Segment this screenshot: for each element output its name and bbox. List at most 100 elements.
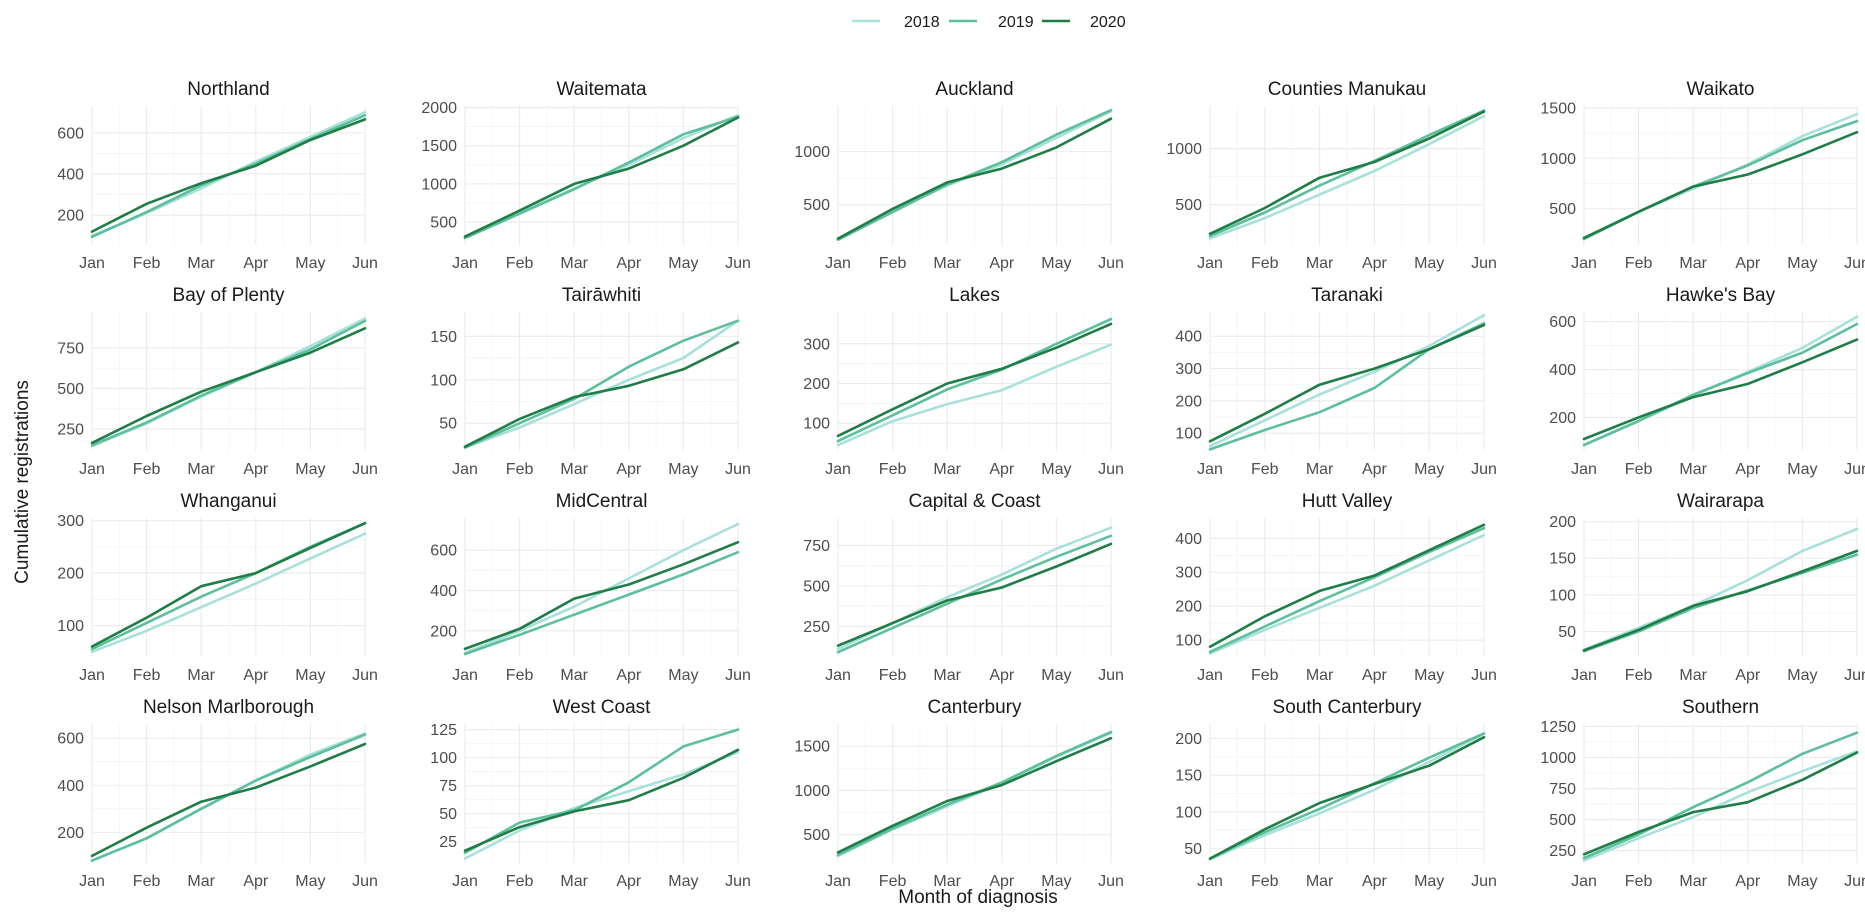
series-line-2020	[463, 116, 740, 238]
panel-auckland: Auckland 500 1000 Jan Feb Mar Apr May Jun	[794, 79, 1123, 272]
x-tick-label: Jun	[725, 255, 751, 272]
series-line-2020	[1208, 735, 1486, 860]
panel-bay-of-plenty: Bay of Plenty 250 500 750 Jan Feb Mar Apr May Jun	[57, 285, 378, 478]
panel-title: Hawke's Bay	[1666, 285, 1776, 306]
y-tick-label: 200	[1549, 514, 1576, 531]
x-tick-label: Apr	[243, 255, 269, 272]
y-tick-label: 500	[803, 827, 830, 844]
x-tick-label: Apr	[243, 873, 269, 890]
y-tick-label: 400	[1549, 362, 1576, 379]
series-line-2020	[463, 748, 740, 853]
series-line-2020	[463, 341, 740, 449]
x-tick-label: Jan	[79, 255, 105, 272]
x-tick-label: May	[295, 461, 325, 478]
series-line-2020	[1582, 549, 1859, 652]
y-tick-label: 1000	[1166, 141, 1202, 158]
x-tick-label: May	[1414, 255, 1444, 272]
x-tick-label: Apr	[989, 461, 1015, 478]
x-tick-label: Jan	[452, 255, 478, 272]
x-tick-label: Apr	[1362, 667, 1388, 684]
y-tick-label: 300	[1175, 361, 1202, 378]
x-axis-title: Month of diagnosis	[898, 887, 1058, 907]
x-tick-label: Jan	[452, 667, 478, 684]
panel-grid	[837, 312, 1112, 451]
y-tick-label: 150	[1175, 768, 1202, 785]
x-tick-label: Feb	[1625, 255, 1653, 272]
y-tick-label: 300	[803, 336, 830, 353]
x-tick-label: May	[1787, 873, 1817, 890]
y-tick-label: 100	[57, 618, 84, 635]
x-tick-label: Feb	[506, 667, 534, 684]
series-line-2019	[1208, 526, 1486, 654]
x-tick-label: Feb	[1625, 667, 1653, 684]
x-tick-label: Jun	[1098, 873, 1124, 890]
x-tick-label: Feb	[133, 461, 161, 478]
series-line-2018	[1208, 313, 1486, 448]
series-line-2020	[1208, 110, 1486, 236]
y-tick-label: 150	[430, 329, 457, 346]
x-tick-label: May	[1041, 667, 1071, 684]
x-tick-label: Jun	[1098, 667, 1124, 684]
x-tick-label: Jun	[725, 667, 751, 684]
x-tick-label: Mar	[1306, 255, 1334, 272]
x-tick-label: Mar	[1306, 873, 1334, 890]
panel-nelson-marlborough: Nelson Marlborough 200 400 600 Jan Feb Mar Apr M…	[57, 697, 378, 890]
x-tick-label: Jan	[825, 255, 851, 272]
y-tick-label: 200	[430, 623, 457, 640]
series-line-2020	[1582, 338, 1859, 441]
x-tick-label: Jun	[1844, 255, 1865, 272]
x-tick-label: Jan	[1571, 667, 1597, 684]
y-tick-label: 400	[1175, 531, 1202, 548]
x-tick-label: Apr	[616, 873, 642, 890]
panel-grid	[1209, 518, 1485, 657]
x-tick-label: Jun	[1471, 255, 1497, 272]
panel-grid	[1583, 312, 1858, 451]
y-tick-label: 600	[1549, 314, 1576, 331]
x-tick-label: Feb	[133, 667, 161, 684]
x-tick-label: Feb	[506, 873, 534, 890]
panel-whanganui: Whanganui 100 200 300 Jan Feb Mar Apr May Jun	[57, 491, 378, 684]
x-tick-label: May	[295, 873, 325, 890]
x-tick-label: Mar	[933, 461, 961, 478]
panel-midcentral: MidCentral 200 400 600 Jan Feb Mar Apr May Jun	[430, 491, 751, 684]
series-line-2020	[1208, 523, 1486, 649]
panel-title: MidCentral	[556, 491, 648, 512]
y-tick-label: 50	[439, 416, 457, 433]
legend-label-2019: 2019	[998, 14, 1034, 31]
panel-grid	[837, 106, 1112, 245]
panel-title: Capital & Coast	[908, 491, 1041, 512]
x-tick-label: Feb	[506, 255, 534, 272]
x-tick-label: May	[668, 461, 698, 478]
y-tick-label: 500	[803, 578, 830, 595]
series-line-2020	[836, 322, 1113, 438]
legend-item-2018: 2018	[852, 14, 940, 31]
panel-west-coast: West Coast 25 50 75 100 125 Jan Feb Mar Apr May Jun	[430, 697, 751, 890]
x-tick-label: May	[668, 873, 698, 890]
x-tick-label: Feb	[879, 461, 907, 478]
x-tick-label: May	[1787, 255, 1817, 272]
y-tick-label: 100	[1175, 633, 1202, 650]
x-tick-label: Jun	[1844, 461, 1865, 478]
series-line-2018	[1582, 749, 1859, 862]
y-tick-label: 200	[57, 566, 84, 583]
x-tick-label: Mar	[560, 667, 588, 684]
panel-title: Bay of Plenty	[173, 285, 285, 306]
x-tick-label: Apr	[1735, 873, 1761, 890]
y-tick-label: 125	[430, 722, 457, 739]
series-line-2019	[463, 728, 740, 855]
panel-title: Canterbury	[928, 697, 1022, 718]
x-tick-label: Mar	[933, 667, 961, 684]
x-tick-label: Mar	[560, 461, 588, 478]
panel-title: Auckland	[935, 79, 1013, 100]
x-tick-label: Jun	[1471, 667, 1497, 684]
series-line-2020	[90, 742, 367, 858]
legend: 2018 2019 2020	[852, 14, 1126, 31]
x-tick-label: May	[295, 667, 325, 684]
x-tick-label: Feb	[879, 667, 907, 684]
y-tick-label: 100	[1549, 587, 1576, 604]
y-tick-label: 300	[1175, 565, 1202, 582]
panel-grid	[464, 724, 739, 863]
legend-item-2020: 2020	[1042, 14, 1126, 31]
x-tick-label: Jan	[452, 873, 478, 890]
